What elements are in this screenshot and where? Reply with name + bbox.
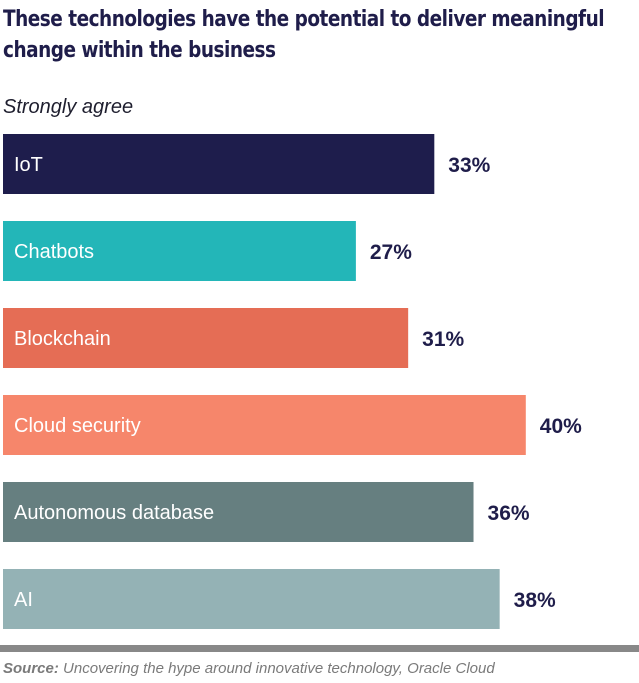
bar-label-chatbots: Chatbots (14, 241, 94, 263)
value-label-iot: 33% (448, 154, 490, 177)
source-note: Source: Uncovering the hype around innov… (3, 660, 495, 677)
bar-chatbots (3, 221, 356, 281)
bar-cloud-security (3, 395, 526, 455)
value-label-autonomous-database: 36% (488, 502, 530, 525)
value-label-chatbots: 27% (370, 241, 412, 264)
bar-blockchain (3, 308, 409, 368)
chart-title: These technologies have the potential to… (3, 4, 605, 66)
bar-label-blockchain: Blockchain (14, 328, 111, 350)
source-label: Source: (3, 660, 59, 677)
bar-ai (3, 569, 500, 629)
bottom-divider (0, 645, 639, 652)
chart-title-line-2: change within the business (3, 38, 276, 63)
chart-title-line-1: These technologies have the potential to… (3, 7, 605, 32)
source-text: Uncovering the hype around innovative te… (63, 660, 495, 677)
bar-label-autonomous-database: Autonomous database (14, 502, 214, 524)
value-label-ai: 38% (514, 589, 556, 612)
bar-label-ai: AI (14, 589, 33, 611)
value-label-blockchain: 31% (422, 328, 464, 351)
value-label-cloud-security: 40% (540, 415, 582, 438)
bar-autonomous-database (3, 482, 474, 542)
bar-label-iot: IoT (14, 154, 43, 176)
bar-iot (3, 134, 435, 194)
chart-subtitle: Strongly agree (3, 96, 134, 118)
bar-label-cloud-security: Cloud security (14, 415, 141, 437)
bar-chart: IoT 33% Chatbots 27% Blockchain 31% Cloud secu… (3, 134, 582, 629)
